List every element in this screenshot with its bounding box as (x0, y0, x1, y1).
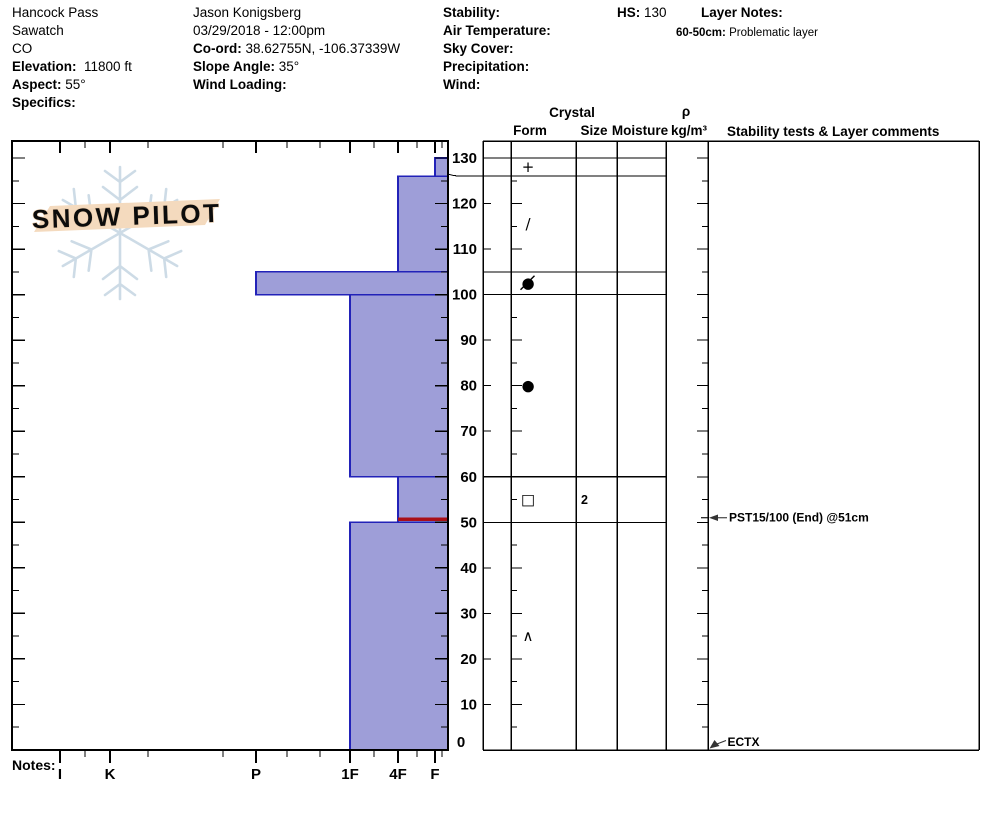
stability-test-annotation: ECTX (728, 735, 760, 749)
depth-label-50: 50 (460, 514, 477, 531)
aspect-label: Aspect: (12, 77, 62, 92)
elevation-label: Elevation: (12, 59, 77, 74)
snowpilot-logo: SNOW PILOT (31, 165, 223, 301)
coord-label: Co-ord: (193, 41, 242, 56)
location-block: Hancock Pass Sawatch CO Elevation: 11800… (12, 4, 132, 112)
notes-label: Notes: (12, 757, 56, 773)
hs-label: HS: (617, 5, 641, 20)
column-header-crystal: Crystal (549, 105, 595, 120)
grain-form-symbol-depth-hoar: ∧ (523, 627, 534, 645)
depth-label-10: 10 (460, 696, 477, 713)
precipitation-label: Precipitation: (443, 59, 530, 74)
layer-bar-100-60cm (349, 293, 449, 478)
grain-form-symbol-rounded-grains: ● (521, 377, 534, 395)
observer-name: Jason Konigsberg (193, 5, 302, 20)
grain-form-symbol-precipitation-particles: + (522, 158, 535, 176)
depth-label-80: 80 (460, 378, 477, 395)
weak-layer-marker (398, 517, 448, 521)
depth-label-60: 60 (460, 469, 477, 486)
depth-label-20: 20 (460, 651, 477, 668)
elevation-line: Elevation: 11800 ft (12, 58, 132, 76)
observer-block: Jason Konigsberg 03/29/2018 - 12:00pm Co… (193, 4, 400, 94)
column-header-moisture: Moisture (612, 123, 669, 138)
test-arrow-head (709, 740, 720, 749)
layer-bar-60-50cm (397, 475, 449, 524)
stability-test-annotation: PST15/100 (End) @51cm (729, 511, 869, 525)
depth-label-110: 110 (453, 241, 477, 258)
layer-note-range: 60-50cm: (676, 27, 726, 39)
column-header-stability-tests: Stability tests & Layer comments (727, 124, 939, 139)
specifics-label: Specifics: (12, 95, 76, 110)
layer-notes-label: Layer Notes: (701, 5, 783, 20)
grain-form-symbol-faceted-crystals: □ (521, 491, 535, 509)
hardness-label-P: P (251, 766, 261, 783)
slope-angle-label: Slope Angle: (193, 59, 276, 74)
layer-bar-130-126cm (434, 157, 449, 177)
elevation-value: 11800 ft (84, 59, 132, 74)
air-temperature-label: Air Temperature: (443, 23, 551, 38)
aspect-line: Aspect: 55° (12, 76, 132, 94)
coord-value: 38.62755N, -106.37339W (245, 41, 401, 56)
snowflake-icon (57, 165, 183, 301)
depth-label-120: 120 (452, 196, 477, 213)
hs-value: 130 (644, 5, 667, 20)
observation-datetime: 03/29/2018 - 12:00pm (193, 23, 326, 38)
layer-note-line: 60-50cm: Problematic layer (676, 24, 818, 42)
stability-label: Stability: (443, 5, 501, 20)
location-range: Sawatch (12, 23, 64, 38)
depth-label-90: 90 (460, 332, 477, 349)
chart-frame (11, 140, 449, 751)
grain-form-overlay-slash (520, 275, 535, 291)
hardness-label-4F: 4F (389, 766, 407, 783)
logo-banner (34, 199, 220, 232)
wind-loading-label: Wind Loading: (193, 77, 287, 92)
location-name: Hancock Pass (12, 5, 99, 20)
depth-label-0: 0 (457, 734, 465, 751)
depth-label-40: 40 (460, 560, 477, 577)
grain-size-value: 2 (581, 493, 588, 507)
layer-bar-50-0cm (349, 521, 449, 751)
wind-label: Wind: (443, 77, 481, 92)
test-arrow-head (709, 514, 718, 521)
layer-note-text: Problematic layer (729, 27, 818, 39)
aspect-value: 55° (65, 77, 86, 92)
depth-label-100: 100 (452, 287, 477, 304)
depth-label-130: 130 (452, 150, 477, 167)
column-header-density-units: kg/m³ (671, 123, 708, 138)
layer-bar-126-105cm (397, 175, 449, 273)
column-header-density-rho: ρ (682, 104, 690, 119)
hs-block: HS: 130 (617, 4, 667, 22)
hardness-label-K: K (105, 766, 116, 783)
column-header-form: Form (513, 123, 547, 138)
conditions-block: Stability: Air Temperature: Sky Cover: P… (443, 4, 551, 94)
sky-cover-label: Sky Cover: (443, 41, 514, 56)
layer-connector-line (447, 173, 484, 177)
hardness-label-F: F (430, 766, 439, 783)
layer-notes-block: Layer Notes: (701, 4, 783, 22)
logo-text: SNOW PILOT (31, 198, 222, 235)
layer-bar-105-100cm (255, 271, 449, 296)
depth-label-70: 70 (460, 423, 477, 440)
hardness-label-1F: 1F (341, 766, 359, 783)
coord-line: Co-ord: 38.62755N, -106.37339W (193, 40, 400, 58)
hardness-label-I: I (58, 766, 62, 783)
column-header-size: Size (580, 123, 608, 138)
depth-label-30: 30 (460, 605, 477, 622)
slope-angle-line: Slope Angle: 35° (193, 58, 400, 76)
location-state: CO (12, 41, 33, 56)
slope-angle-value: 35° (278, 59, 300, 74)
grain-form-symbol-decomposing-fragments: / (525, 215, 531, 233)
